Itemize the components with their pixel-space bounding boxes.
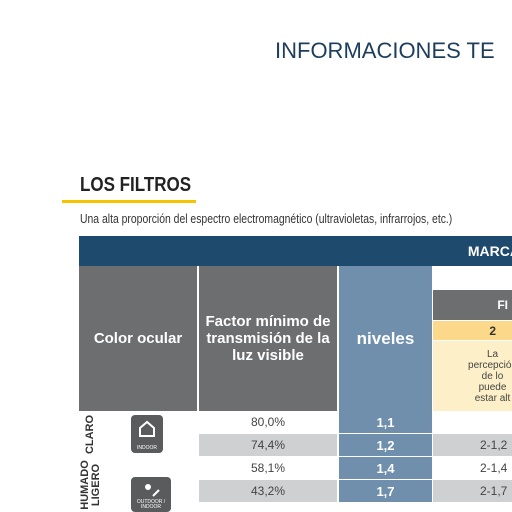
- group-label-cell: HUMADO LIGERO: [64, 457, 118, 512]
- table-cell: [433, 411, 512, 433]
- house-icon: [139, 420, 155, 437]
- intro-text: Una alta proporción del espectro electro…: [80, 211, 453, 226]
- table-cell: 74,4%: [199, 434, 337, 456]
- table-banner: MARCA: [79, 236, 512, 266]
- group-label: HUMADO LIGERO: [79, 459, 102, 510]
- sub-note-cell: La percepción de lo puede estar alt: [433, 341, 512, 411]
- banner-text: MARCA: [467, 243, 512, 259]
- level-cell: 1,7: [339, 480, 432, 502]
- section-title: LOS FILTROS: [80, 174, 192, 196]
- icon: OUTDOOR / INDOOR: [131, 477, 171, 512]
- sub-header: 2: [433, 321, 512, 340]
- level-cell: 1,2: [339, 434, 432, 456]
- sun-icon: [145, 484, 160, 497]
- group-label-cell: CLARO: [72, 411, 110, 457]
- column-header: Factor mínimo de transmisión de la luz v…: [199, 266, 337, 411]
- icon-label: OUTDOOR / INDOOR: [136, 499, 166, 510]
- group-header: FI: [433, 290, 512, 320]
- table-cell: 2-1,4: [433, 457, 512, 479]
- group-label: CLARO: [84, 414, 97, 454]
- level-cell: 1,1: [339, 411, 432, 433]
- table-cell: 2-1,7: [433, 480, 512, 502]
- table-cell: 43,2%: [199, 480, 337, 502]
- page-title: INFORMACIONES TE: [275, 38, 495, 63]
- sub-note: La percepción de lo puede estar alt: [468, 348, 512, 404]
- column-header: niveles: [339, 266, 432, 411]
- table-cell: 2-1,2: [433, 434, 512, 456]
- title-underline: [62, 200, 196, 203]
- table-cell: 80,0%: [199, 411, 337, 433]
- icon-label: INDOOR: [137, 445, 157, 451]
- table-cell: 58,1%: [199, 457, 337, 479]
- icon: INDOOR: [131, 415, 163, 453]
- level-cell: 1,4: [339, 457, 432, 479]
- column-header: Color ocular: [79, 266, 197, 411]
